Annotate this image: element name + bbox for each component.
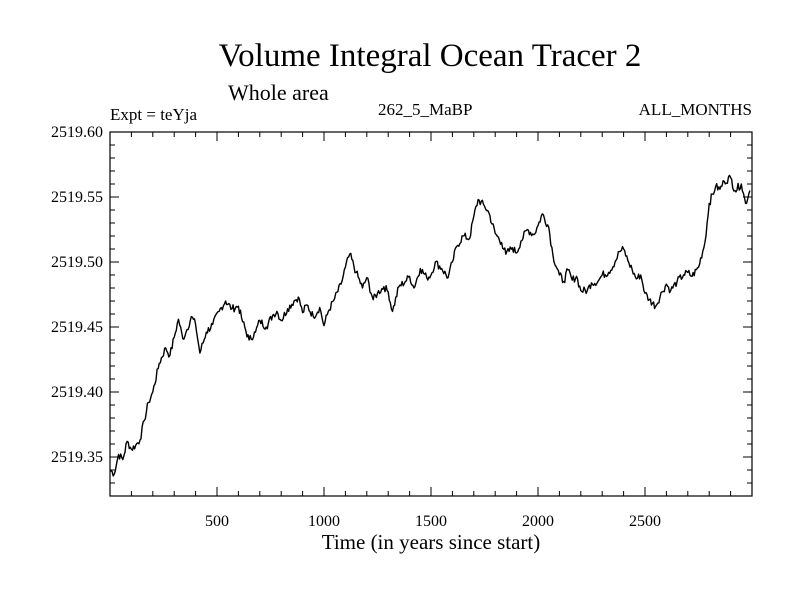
x-tick-label: 1000: [308, 513, 340, 530]
series-line: [109, 174, 751, 477]
data-series: [109, 174, 751, 477]
y-tick-label: 2519.40: [51, 384, 103, 401]
run-label: 262_5_MaBP: [378, 100, 473, 119]
x-axis-label: Time (in years since start): [321, 530, 541, 554]
period-label: ALL_MONTHS: [638, 100, 752, 119]
y-tick-label: 2519.35: [51, 449, 103, 466]
experiment-label: Expt = teYja: [110, 105, 198, 124]
y-tick-label: 2519.55: [51, 189, 103, 206]
y-tick-label: 2519.45: [51, 319, 103, 336]
y-tick-label: 2519.60: [51, 124, 103, 141]
chart-subtitle: Whole area: [228, 80, 329, 105]
x-tick-label: 500: [205, 513, 229, 530]
axis-ticks: [110, 131, 752, 497]
plot-frame: [109, 131, 753, 497]
x-tick-label: 1500: [415, 513, 447, 530]
chart-title: Volume Integral Ocean Tracer 2: [218, 38, 642, 74]
y-tick-label: 2519.50: [51, 254, 103, 271]
axis-tick-labels: 500 1000 1500 2000 2500 2519.35 2519.40 2519.45…: [51, 124, 661, 530]
x-tick-label: 2000: [522, 513, 554, 530]
x-tick-label: 2500: [629, 513, 661, 530]
